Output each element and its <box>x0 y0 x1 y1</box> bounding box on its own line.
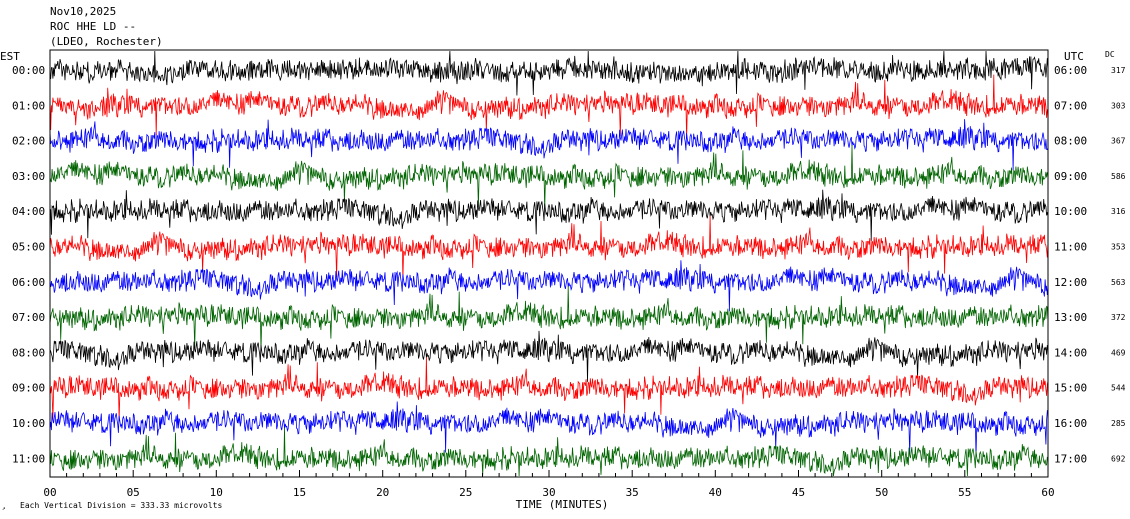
x-tick-label: 15 <box>293 486 306 499</box>
x-tick-label: 00 <box>43 486 56 499</box>
dc-offset-value: 353 <box>1111 243 1126 252</box>
dc-offset-value: 316 <box>1111 207 1126 216</box>
est-time-label: 08:00 <box>12 346 45 359</box>
utc-time-label: 06:00 <box>1054 64 1087 77</box>
seismic-traces <box>49 50 1049 477</box>
x-tick-label: 40 <box>709 486 722 499</box>
trace-line-0200 <box>49 119 1049 171</box>
trace-line-0000 <box>49 50 1049 96</box>
x-tick-label: 05 <box>127 486 140 499</box>
est-time-label: 01:00 <box>12 99 45 112</box>
dc-offset-value: 469 <box>1111 348 1126 357</box>
x-tick-label: 35 <box>626 486 639 499</box>
utc-time-label: 15:00 <box>1054 382 1087 395</box>
dc-offset-header: DC <box>1105 50 1115 59</box>
header-network: (LDEO, Rochester) <box>50 35 163 48</box>
trace-line-0500 <box>49 215 1049 280</box>
est-time-label: 11:00 <box>12 452 45 465</box>
trace-line-0800 <box>49 330 1049 382</box>
utc-time-label: 10:00 <box>1054 205 1087 218</box>
dc-offset-value: 544 <box>1111 384 1126 393</box>
utc-time-label: 16:00 <box>1054 417 1087 430</box>
dc-offset-value: 692 <box>1111 454 1126 463</box>
dc-offset-value: 317 <box>1111 66 1126 75</box>
scale-note: Each Vertical Division = 333.33 microvol… <box>20 501 222 510</box>
x-tick-label: 55 <box>958 486 971 499</box>
utc-time-label: 12:00 <box>1054 276 1087 289</box>
dc-offset-value: 586 <box>1111 172 1126 181</box>
est-time-label: 09:00 <box>12 382 45 395</box>
x-tick-label: 45 <box>792 486 805 499</box>
right-timezone-label: UTC <box>1064 50 1084 63</box>
trace-line-0900 <box>49 356 1049 422</box>
row-labels: 00:00 06:00 317 01:00 07:00 303 02:00 08:00 367 0… <box>12 64 1126 465</box>
dc-offset-value: 303 <box>1111 101 1126 110</box>
header-date: Nov10,2025 <box>50 5 116 18</box>
dc-offset-value: 563 <box>1111 278 1126 287</box>
utc-time-label: 11:00 <box>1054 241 1087 254</box>
dc-offset-value: 367 <box>1111 137 1126 146</box>
dc-offset-value: 372 <box>1111 313 1126 322</box>
utc-time-label: 07:00 <box>1054 99 1087 112</box>
est-time-label: 07:00 <box>12 311 45 324</box>
x-tick-label: 50 <box>875 486 888 499</box>
x-tick-label: 20 <box>376 486 389 499</box>
x-tick-label: 10 <box>210 486 223 499</box>
trace-line-1000 <box>49 401 1049 457</box>
utc-time-label: 17:00 <box>1054 452 1087 465</box>
trace-line-1100 <box>49 427 1049 477</box>
trace-line-0100 <box>49 74 1049 139</box>
trace-line-0600 <box>49 260 1049 312</box>
x-tick-label: 30 <box>542 486 555 499</box>
utc-time-label: 09:00 <box>1054 170 1087 183</box>
x-axis-label: TIME (MINUTES) <box>516 498 609 511</box>
est-time-label: 04:00 <box>12 205 45 218</box>
dc-offset-value: 285 <box>1111 419 1126 428</box>
scale-note-icon: ↗ <box>2 505 6 512</box>
left-timezone-label: EST <box>0 50 20 63</box>
est-time-label: 03:00 <box>12 170 45 183</box>
trace-line-0700 <box>49 286 1049 351</box>
x-tick-label: 25 <box>459 486 472 499</box>
x-axis-ticks: 00 05 10 15 20 25 30 35 40 45 50 55 60 <box>43 470 1055 499</box>
est-time-label: 00:00 <box>12 64 45 77</box>
est-time-label: 02:00 <box>12 135 45 148</box>
header-station: ROC HHE LD -- <box>50 20 136 33</box>
utc-time-label: 13:00 <box>1054 311 1087 324</box>
x-tick-label: 60 <box>1041 486 1054 499</box>
est-time-label: 06:00 <box>12 276 45 289</box>
utc-time-label: 14:00 <box>1054 346 1087 359</box>
est-time-label: 05:00 <box>12 241 45 254</box>
trace-line-0300 <box>49 145 1049 210</box>
utc-time-label: 08:00 <box>1054 135 1087 148</box>
trace-line-0400 <box>49 189 1049 241</box>
est-time-label: 10:00 <box>12 417 45 430</box>
